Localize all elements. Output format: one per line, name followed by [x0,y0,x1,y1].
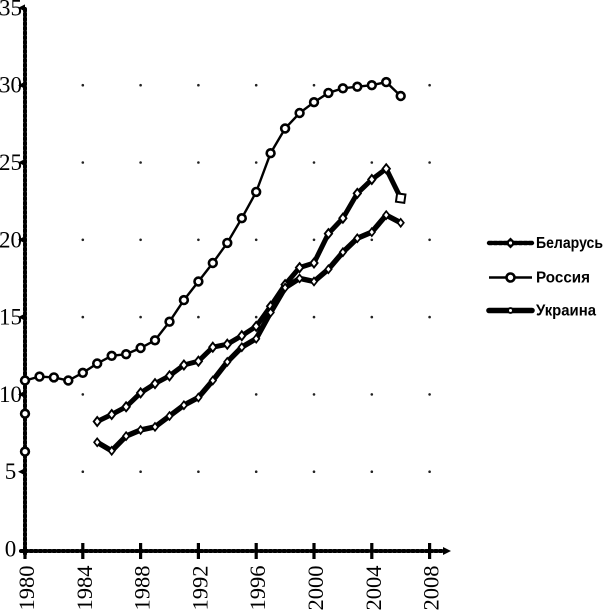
svg-text:1980: 1980 [14,566,39,611]
svg-text:0: 0 [5,537,17,562]
svg-text:1988: 1988 [130,566,155,611]
svg-text:1992: 1992 [187,566,212,611]
svg-text:10: 10 [0,382,22,407]
svg-text:2004: 2004 [361,566,386,611]
svg-text:Россия: Россия [536,270,590,287]
svg-text:2000: 2000 [303,566,328,611]
svg-text:35: 35 [0,0,22,20]
svg-text:20: 20 [0,227,22,252]
svg-text:5: 5 [5,459,17,484]
svg-text:1984: 1984 [72,566,97,611]
svg-text:Беларусь: Беларусь [536,235,603,252]
svg-text:15: 15 [0,305,22,330]
svg-text:1996: 1996 [245,566,270,611]
svg-text:2008: 2008 [419,566,444,611]
svg-text:30: 30 [0,73,22,98]
svg-text:Украина: Украина [536,303,596,320]
svg-text:25: 25 [0,150,22,175]
